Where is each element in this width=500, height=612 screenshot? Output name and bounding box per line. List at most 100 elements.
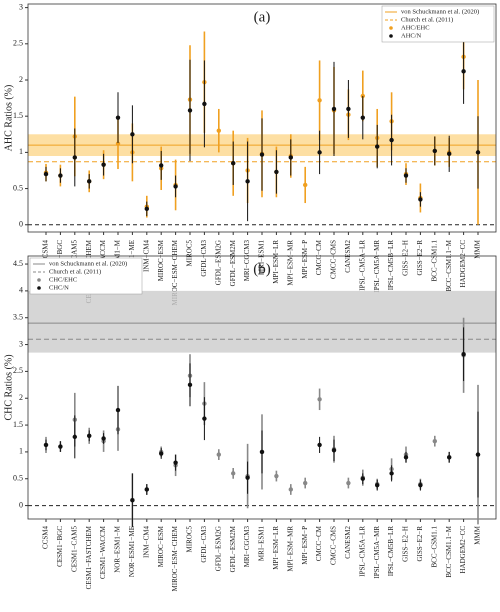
point [475, 150, 481, 155]
point [231, 161, 236, 166]
point [317, 442, 322, 448]
point [231, 471, 236, 476]
y-tick-label: 4.5 [13, 259, 23, 268]
point [202, 416, 207, 421]
x-tick-label: CCSM4 [42, 240, 50, 263]
point [101, 436, 106, 441]
point [245, 179, 250, 184]
x-tick-label: MPI−ESM−MR [286, 240, 294, 286]
y-tick-label: 1.5 [13, 111, 23, 120]
x-tick-label: CESM1−WACCM [99, 525, 107, 579]
point [72, 434, 78, 440]
legend-marker [389, 26, 393, 30]
legend-label: CHC/N [49, 284, 69, 291]
point [274, 169, 279, 175]
point [447, 151, 452, 157]
x-tick-label: GFDL−ESM2G [214, 526, 222, 571]
x-tick-label: IPSL−CM5B−LR [387, 240, 395, 291]
point [403, 455, 409, 460]
x-tick-label: BCC−CSM1.1 [430, 526, 438, 568]
x-tick-label: MPI−ESM−P [301, 240, 309, 279]
x-tick-label: GFDL−ESM2M [229, 525, 237, 572]
point [58, 173, 63, 178]
x-tick-label: CESM1−FASTCHEM [85, 525, 93, 589]
point [389, 471, 394, 476]
y-tick-label: 2.5 [13, 366, 23, 375]
x-tick-label: CMCC−CM [315, 525, 323, 561]
point [375, 144, 380, 149]
point [389, 137, 394, 143]
x-tick-label: GISS−E2−H [402, 526, 410, 562]
x-tick-label: GFDL−CM3 [200, 240, 208, 277]
x-tick-label: MIROC5 [186, 240, 194, 267]
x-tick-label: MPI−ESM−LR [272, 526, 280, 570]
point [43, 442, 49, 448]
x-tick-label: MIROC5 [186, 526, 194, 553]
x-tick-label: GFDL−ESM2G [214, 240, 222, 285]
y-tick-label: 0 [19, 500, 23, 509]
y-tick-label: 1 [19, 147, 23, 156]
x-tick-label: CESM1−CAM5 [70, 526, 78, 572]
x-tick-label: MIROC−ESM−CHEM [171, 239, 179, 305]
point [403, 173, 409, 178]
point [346, 106, 351, 112]
x-tick-label: GFDL−ESM2M [229, 239, 237, 286]
x-tick-label: MIROC−ESM−CHEM [171, 525, 179, 591]
x-tick-label: IPSL−CM5A−MR [373, 526, 381, 579]
legend-label: von Schuckmann et al. (2020) [49, 260, 127, 267]
point [130, 132, 135, 137]
x-tick-label: NOR−ESM1−ME [128, 526, 136, 577]
panel-title: (b) [253, 261, 271, 277]
x-tick-label: MMM [474, 239, 482, 258]
x-tick-label: CCSM4 [42, 526, 50, 549]
y-tick-label: 0 [19, 220, 23, 229]
x-tick-label: BCC−CSM1.1−M [445, 525, 453, 577]
point [58, 444, 63, 449]
point [317, 397, 322, 402]
point [447, 455, 452, 460]
point [317, 150, 322, 155]
point [274, 473, 279, 479]
y-tick-label: 3 [19, 339, 23, 348]
x-tick-label: MMM [474, 525, 482, 544]
x-tick-label: CANESM2 [344, 526, 352, 559]
point [173, 460, 178, 465]
point [159, 163, 164, 168]
legend-box [381, 5, 495, 43]
point [87, 433, 92, 439]
point [461, 69, 466, 74]
y-tick-label: 1 [19, 447, 23, 456]
point [115, 141, 121, 146]
point [259, 449, 265, 455]
y-tick-label: 0.5 [13, 183, 23, 192]
x-tick-label: MRI−CGCM3 [243, 526, 251, 568]
point [216, 452, 221, 457]
y-tick-label: 0.5 [13, 474, 23, 483]
point [418, 482, 423, 488]
point [72, 155, 78, 160]
x-tick-label: CESM1−BGC [56, 526, 64, 567]
point [245, 475, 250, 480]
x-tick-label: MIROC−ESM [157, 239, 165, 281]
x-tick-label: MRI−ESM1 [258, 240, 266, 276]
x-tick-label: MPI−ESM−MR [286, 526, 294, 572]
point [144, 206, 149, 212]
point [115, 407, 121, 413]
point [303, 182, 308, 188]
x-tick-label: INM−CM4 [142, 526, 150, 558]
x-tick-label: BCC−CSM1.1−M [445, 239, 453, 291]
reference-band [28, 290, 496, 353]
x-tick-label: MPI−ESM−LR [272, 240, 280, 284]
point [130, 498, 135, 503]
point [115, 115, 121, 120]
point [418, 197, 423, 202]
y-tick-label: 4 [19, 286, 23, 295]
legend-label: Church et al. (2011) [49, 268, 101, 275]
panel-title: (a) [254, 9, 271, 25]
x-tick-label: CMCC−CMS [330, 526, 338, 565]
y-axis-label: CHC Ratios (%) [3, 354, 14, 420]
point [288, 487, 293, 492]
point [216, 128, 221, 133]
x-tick-label: IPSL−CM5A−MR [373, 240, 381, 293]
point [144, 487, 149, 492]
